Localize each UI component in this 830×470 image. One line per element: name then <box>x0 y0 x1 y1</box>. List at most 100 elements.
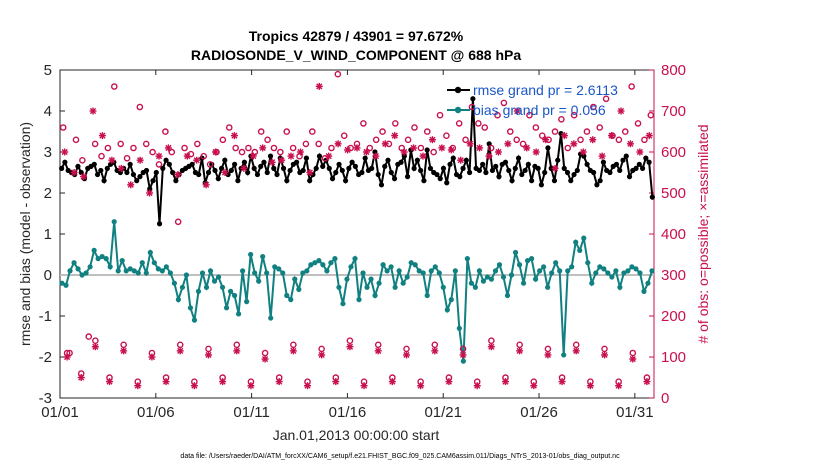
obs-possible-marker <box>206 161 214 168</box>
obs-assimilated-marker <box>240 164 248 172</box>
series-point <box>408 260 414 266</box>
obs-possible-marker <box>583 128 591 135</box>
series-point <box>159 268 165 274</box>
obs-possible-marker <box>519 140 527 148</box>
marker-stroke <box>530 382 537 389</box>
obs-possible-marker <box>277 148 284 156</box>
obs-assimilated-marker <box>63 353 71 361</box>
footer-data-file: data file: /Users/raeder/DAI/ATM_forcXX/… <box>180 453 620 460</box>
obs-possible-marker <box>564 144 572 152</box>
obs-possible-marker <box>641 136 648 144</box>
obs-possible-marker <box>174 218 182 226</box>
obs-assimilated-marker <box>98 132 106 140</box>
series-point <box>280 165 287 171</box>
series-point <box>404 274 410 280</box>
obs-assimilated-marker <box>645 132 653 140</box>
obs-assimilated-marker <box>447 146 455 154</box>
obs-assimilated-marker <box>466 140 474 148</box>
series-point <box>256 278 262 284</box>
marker-stroke <box>389 378 396 385</box>
obs-assimilated-marker <box>400 148 408 156</box>
series-point <box>626 174 633 180</box>
y-tick-label-left: -1 <box>39 308 52 325</box>
series-point <box>336 284 342 290</box>
series-point <box>549 270 555 276</box>
series-point <box>294 159 300 165</box>
series-point <box>470 96 476 102</box>
obs-assimilated-marker <box>202 181 210 189</box>
obs-assimilated-marker <box>91 343 99 351</box>
marker-stroke <box>162 378 170 385</box>
series-point <box>271 165 277 171</box>
obs-assimilated-marker <box>601 351 608 359</box>
obs-assimilated-marker <box>372 152 380 160</box>
series-point <box>346 165 352 171</box>
obs-assimilated-marker <box>457 156 465 164</box>
series-point <box>156 221 163 227</box>
marker-stroke <box>615 382 622 389</box>
obs-possible-marker <box>621 128 629 135</box>
obs-assimilated-marker <box>318 351 326 359</box>
series-point <box>150 178 156 184</box>
obs-assimilated-marker <box>134 382 142 390</box>
series-point <box>329 176 336 182</box>
obs-possible-marker <box>570 111 578 119</box>
series-point <box>183 272 190 278</box>
x-tick-label: 01/16 <box>329 404 367 421</box>
series-point <box>83 270 89 276</box>
obs-possible-marker <box>181 144 188 152</box>
obs-possible-marker <box>238 148 246 156</box>
series-point <box>375 171 381 178</box>
obs-possible-marker <box>328 144 335 152</box>
series-point <box>123 268 129 274</box>
series-point <box>541 264 547 270</box>
obs-assimilated-marker <box>332 378 340 386</box>
obs-assimilated-marker <box>275 378 283 386</box>
marker-stroke <box>344 146 351 154</box>
series-point <box>617 284 623 290</box>
obs-possible-marker <box>411 124 418 131</box>
obs-assimilated-marker <box>221 169 229 176</box>
marker-stroke <box>278 157 285 164</box>
series-point <box>641 288 647 294</box>
series-point <box>245 169 251 176</box>
obs-possible-marker <box>91 140 99 148</box>
obs-assimilated-marker <box>431 347 439 355</box>
series-point <box>589 280 595 286</box>
marker-stroke <box>247 382 255 389</box>
series-point <box>643 155 649 161</box>
series-point <box>411 165 417 171</box>
series-point <box>633 165 639 171</box>
series-point <box>584 161 590 167</box>
plot-area <box>59 69 655 399</box>
series-point <box>597 178 603 184</box>
series-point <box>607 169 613 176</box>
obs-possible-marker <box>168 148 176 156</box>
obs-assimilated-marker <box>487 343 495 351</box>
marker-stroke <box>570 140 577 147</box>
series-point <box>91 247 97 253</box>
series-point <box>533 276 539 282</box>
axis-ticks: 01/01 01/06 01/11 01/16 01/21 01/26 01/31 -3 -2 -… <box>39 62 686 421</box>
series-point <box>440 165 447 171</box>
series-point <box>171 280 177 286</box>
series-point <box>368 276 374 282</box>
obs-possible-marker <box>219 136 227 144</box>
series-point <box>600 159 607 165</box>
series-point <box>460 358 466 364</box>
obs-possible-marker <box>398 144 406 152</box>
series-point <box>284 178 290 184</box>
series-point <box>496 262 503 268</box>
series-point <box>261 159 267 165</box>
series-point <box>153 169 159 176</box>
series-point <box>558 130 564 137</box>
obs-assimilated-marker <box>219 378 227 386</box>
obs-assimilated-marker <box>89 107 97 115</box>
series-point <box>258 163 264 169</box>
obs-assimilated-marker <box>346 343 354 351</box>
obs-assimilated-marker <box>626 140 634 148</box>
obs-possible-marker <box>142 140 150 148</box>
marker-stroke <box>558 378 566 385</box>
series-point <box>264 270 270 276</box>
marker-stroke <box>71 169 78 176</box>
